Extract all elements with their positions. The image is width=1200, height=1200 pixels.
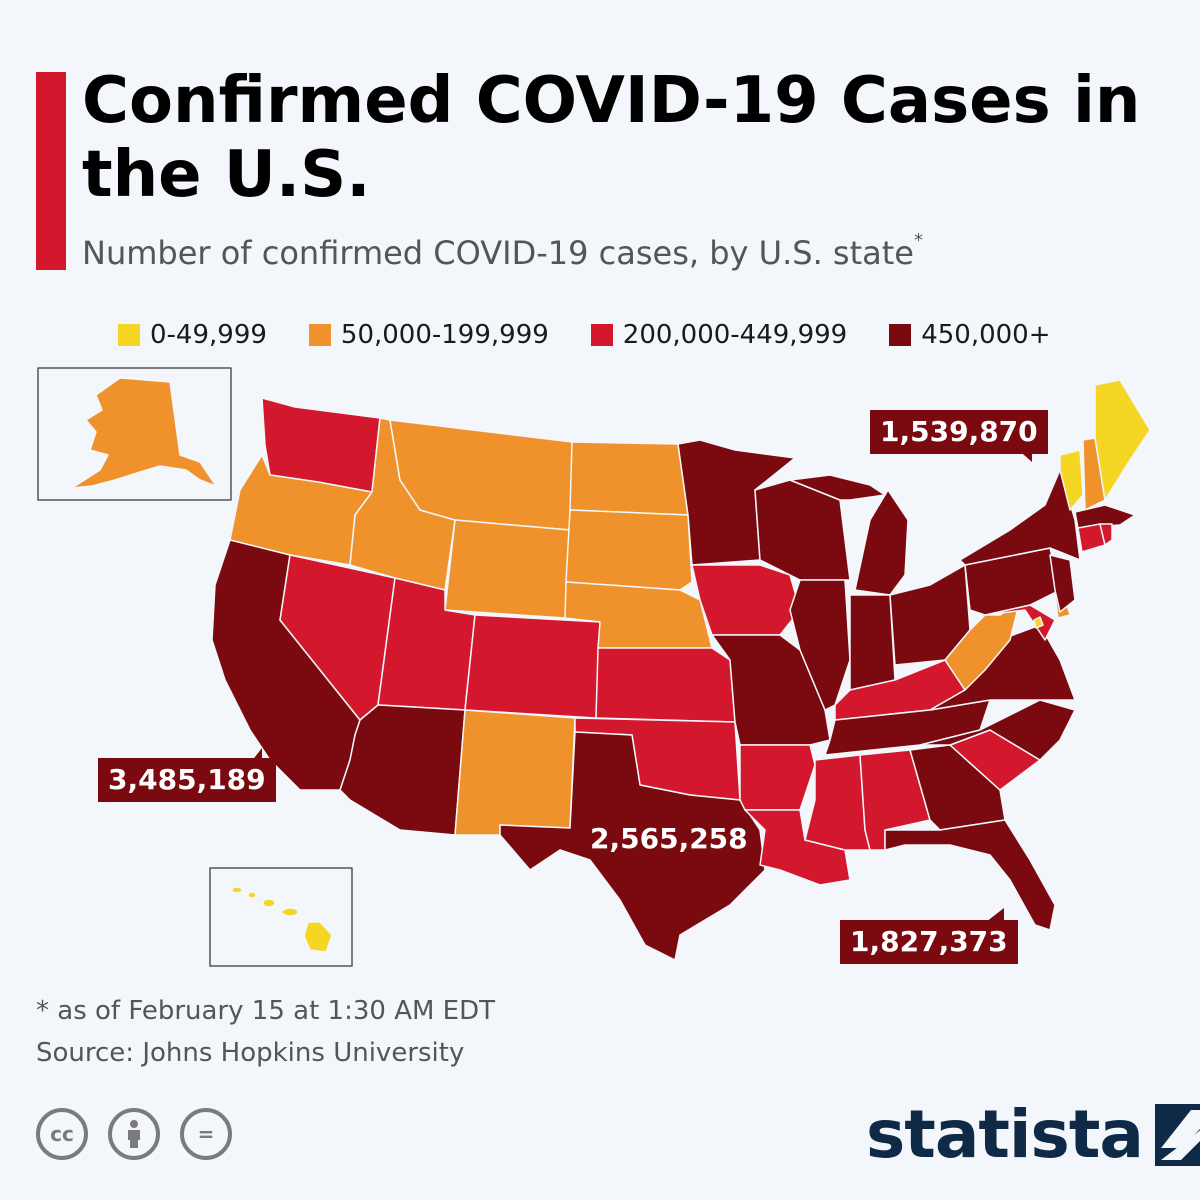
- state-arizona: [339, 704, 466, 836]
- legend-swatch-dark-red: [889, 324, 912, 346]
- state-indiana: [849, 594, 896, 691]
- legend-label: 450,000+: [921, 320, 1051, 350]
- state-louisiana: [744, 809, 851, 886]
- legend-label: 50,000-199,999: [340, 320, 549, 350]
- callout-pointer-florida: [986, 908, 1004, 922]
- source-note: Source: Johns Hopkins University: [36, 1038, 465, 1068]
- state-colorado: [464, 614, 601, 719]
- state-tennessee: [824, 699, 991, 756]
- page-title: Confirmed COVID-19 Cases in the U.S.: [82, 64, 1141, 212]
- legend-label: 200,000-449,999: [622, 320, 848, 350]
- subtitle-asterisk: *: [913, 230, 923, 251]
- state-iowa: [691, 564, 801, 636]
- state-new-mexico: [454, 709, 576, 836]
- state-wyoming: [444, 519, 571, 619]
- cc-icon[interactable]: cc: [36, 1108, 88, 1160]
- state-alaska: [71, 377, 217, 489]
- title-accent-bar: [36, 72, 66, 270]
- state-kansas: [595, 647, 736, 723]
- legend-swatch-red: [590, 324, 613, 346]
- legend-swatch-yellow: [118, 324, 140, 346]
- state-maine: [1094, 379, 1151, 501]
- legend-item-200000-449999: 200,000-449,999: [590, 320, 848, 350]
- logo-text: statista: [866, 1096, 1144, 1173]
- license-icons: cc =: [36, 1108, 252, 1160]
- state-north-carolina: [919, 699, 1076, 761]
- footnote: * as of February 15 at 1:30 AM EDT Sourc…: [36, 990, 495, 1074]
- page-subtitle: Number of confirmed COVID-19 cases, by U…: [82, 230, 923, 272]
- legend-label: 0-49,999: [150, 320, 267, 350]
- state-michigan: [854, 489, 909, 596]
- state-vermont: [1059, 449, 1084, 511]
- subtitle-text: Number of confirmed COVID-19 cases, by U…: [82, 234, 914, 272]
- state-new-jersey: [1049, 554, 1076, 613]
- legend-item-450000-plus: 450,000+: [889, 320, 1051, 350]
- callout-california: 3,485,189: [98, 758, 276, 802]
- statista-logo[interactable]: statista: [866, 1096, 1200, 1173]
- state-rhode-island: [1099, 523, 1113, 546]
- legend-item-50000-199999: 50,000-199,999: [308, 320, 549, 350]
- label-texas: 2,565,258: [590, 822, 748, 855]
- state-texas: [499, 731, 766, 961]
- legend-swatch-orange: [308, 324, 331, 346]
- state-new-york: [959, 469, 1081, 566]
- no-derivatives-icon[interactable]: =: [180, 1108, 232, 1160]
- callout-new-york: 1,539,870: [870, 410, 1048, 454]
- callout-florida: 1,827,373: [840, 920, 1018, 964]
- state-north-dakota: [569, 441, 689, 516]
- date-note: * as of February 15 at 1:30 AM EDT: [36, 996, 496, 1026]
- hawaii-inset-frame: [209, 867, 353, 967]
- map-legend: 0-49,999 50,000-199,999 200,000-449,999 …: [118, 320, 1093, 350]
- legend-item-0-49999: 0-49,999: [118, 320, 267, 350]
- state-missouri: [711, 634, 831, 746]
- person-icon: [128, 1120, 140, 1148]
- state-hawaii: [231, 886, 333, 953]
- state-michigan-upper: [789, 474, 886, 501]
- alaska-inset-frame: [37, 367, 232, 501]
- state-florida: [884, 819, 1056, 931]
- statista-logo-icon: [1154, 1103, 1200, 1166]
- state-illinois: [789, 579, 851, 711]
- state-south-dakota: [565, 509, 693, 591]
- state-massachusetts: [1074, 504, 1136, 529]
- attribution-icon[interactable]: [108, 1108, 160, 1160]
- state-arkansas: [739, 744, 816, 811]
- state-dc: [1033, 616, 1044, 629]
